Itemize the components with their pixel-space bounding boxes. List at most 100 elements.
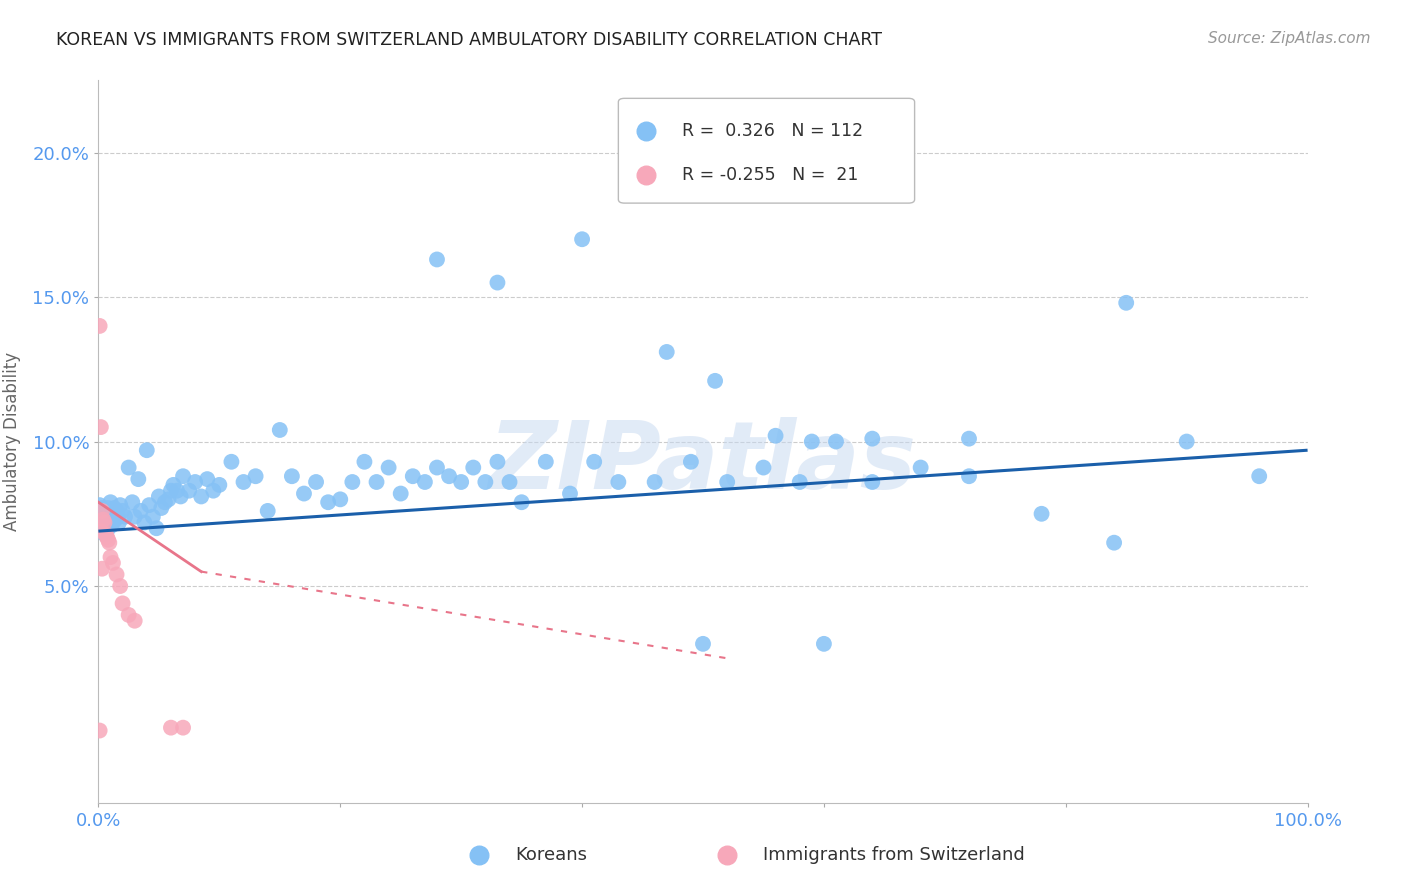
Point [138, 498, 160, 512]
Point [692, 637, 714, 651]
Point [765, 429, 787, 443]
FancyBboxPatch shape [619, 98, 915, 203]
Point [96, 507, 118, 521]
Point [101, 509, 124, 524]
Point [100, 518, 122, 533]
Point [162, 478, 184, 492]
Point [108, 579, 131, 593]
Point [96, 530, 118, 544]
Point [957, 432, 980, 446]
Point [111, 504, 134, 518]
Point [129, 504, 152, 518]
Text: R =  0.326   N = 112: R = 0.326 N = 112 [682, 122, 863, 140]
Point [1249, 469, 1271, 483]
Point [413, 475, 436, 489]
Point [142, 509, 165, 524]
Point [98, 518, 121, 533]
Point [366, 475, 388, 489]
Point [89, 507, 111, 521]
Point [232, 475, 254, 489]
Point [91, 562, 114, 576]
Point [105, 567, 128, 582]
Point [292, 486, 315, 500]
Point [179, 483, 201, 498]
Point [91, 512, 114, 526]
Point [157, 492, 180, 507]
Point [118, 607, 141, 622]
Point [93, 527, 115, 541]
Point [90, 420, 112, 434]
Y-axis label: Ambulatory Disability: Ambulatory Disability [3, 352, 21, 531]
Point [583, 455, 606, 469]
Point [104, 512, 127, 526]
Point [127, 472, 149, 486]
Point [202, 483, 225, 498]
Point [90, 509, 112, 524]
Point [389, 486, 412, 500]
Text: Koreans: Koreans [516, 846, 588, 863]
Point [97, 533, 120, 547]
Point [716, 475, 738, 489]
Point [94, 527, 117, 541]
Point [121, 495, 143, 509]
Point [752, 460, 775, 475]
Point [1115, 295, 1137, 310]
Point [111, 596, 134, 610]
Text: KOREAN VS IMMIGRANTS FROM SWITZERLAND AMBULATORY DISABILITY CORRELATION CHART: KOREAN VS IMMIGRANTS FROM SWITZERLAND AM… [56, 31, 882, 49]
Point [91, 504, 114, 518]
Point [89, 516, 111, 530]
Point [679, 455, 702, 469]
Point [98, 507, 121, 521]
Point [534, 455, 557, 469]
Point [704, 374, 727, 388]
Point [153, 495, 176, 509]
Point [97, 501, 120, 516]
Point [108, 516, 131, 530]
Point [208, 478, 231, 492]
Point [135, 443, 157, 458]
Point [402, 469, 425, 483]
Point [474, 475, 496, 489]
Point [644, 475, 666, 489]
Point [114, 509, 136, 524]
Point [329, 492, 352, 507]
Point [269, 423, 291, 437]
Point [571, 232, 593, 246]
Point [97, 512, 120, 526]
Point [94, 516, 117, 530]
Point [1031, 507, 1053, 521]
Point [316, 495, 339, 509]
Point [190, 490, 212, 504]
Point [150, 501, 173, 516]
Point [607, 475, 630, 489]
Point [910, 460, 932, 475]
Point [118, 460, 141, 475]
Point [124, 614, 146, 628]
Point [1102, 535, 1125, 549]
Point [305, 475, 328, 489]
Point [91, 501, 114, 516]
Point [195, 472, 218, 486]
Point [90, 504, 112, 518]
Point [184, 475, 207, 489]
Point [145, 521, 167, 535]
Point [221, 455, 243, 469]
Point [91, 512, 114, 526]
Point [89, 498, 111, 512]
Point [160, 721, 183, 735]
Point [957, 469, 980, 483]
Point [655, 345, 678, 359]
Point [91, 524, 114, 538]
Point [148, 490, 170, 504]
Point [169, 490, 191, 504]
Point [172, 469, 194, 483]
Point [510, 495, 533, 509]
Point [377, 460, 399, 475]
Point [813, 637, 835, 651]
Point [281, 469, 304, 483]
Point [486, 276, 509, 290]
Point [450, 475, 472, 489]
Text: R = -0.255   N =  21: R = -0.255 N = 21 [682, 166, 859, 184]
Point [789, 475, 811, 489]
Point [124, 509, 146, 524]
